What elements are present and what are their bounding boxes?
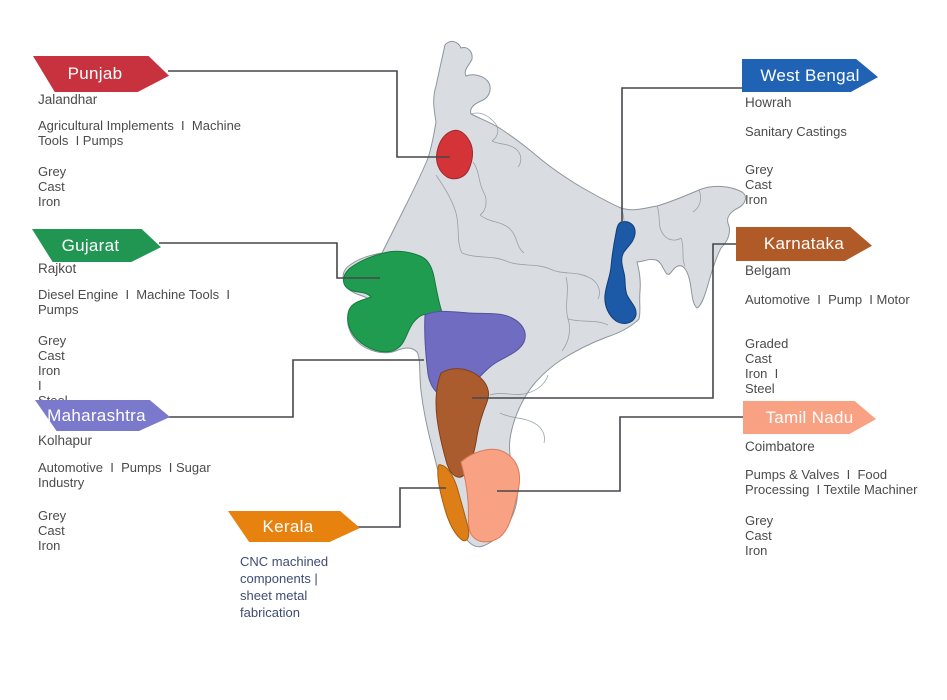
- karnataka-city: Belgam: [745, 263, 791, 278]
- west-bengal-banner: West Bengal: [742, 59, 878, 92]
- karnataka-banner: Karnataka: [736, 227, 872, 261]
- kerala-description: CNC machined components | sheet metal fa…: [240, 554, 332, 620]
- state-tamil-nadu: [460, 448, 520, 543]
- maharashtra-materials: Grey Cast Iron: [38, 508, 70, 553]
- tamil-nadu-banner: Tamil Nadu: [743, 401, 876, 434]
- west-bengal-city: Howrah: [745, 95, 792, 110]
- west-bengal-materials: Grey Cast Iron: [745, 162, 777, 207]
- maharashtra-city: Kolhapur: [38, 433, 93, 448]
- west-bengal-industries: Sanitary Castings: [745, 124, 847, 139]
- karnataka-industries: Automotive I Pump I Motor: [745, 292, 910, 307]
- maharashtra-banner: Maharashtra: [35, 400, 170, 431]
- punjab-city: Jalandhar: [38, 92, 98, 107]
- tamil-nadu-banner-label: Tamil Nadu: [765, 407, 854, 427]
- kerala-banner: Kerala: [228, 511, 360, 542]
- gujarat-materials: Grey Cast Iron I Steel: [38, 333, 68, 408]
- punjab-banner: Punjab: [33, 56, 169, 92]
- punjab-banner-label: Punjab: [67, 64, 123, 83]
- maharashtra-banner-label: Maharashtra: [47, 405, 146, 425]
- gujarat-industries: Diesel Engine I Machine Tools I Pumps: [38, 287, 234, 317]
- punjab-industries: Agricultural Implements I Machine Tools …: [38, 118, 245, 148]
- maharashtra-industries: Automotive I Pumps I Sugar Industry: [38, 460, 215, 490]
- karnataka-banner-label: Karnataka: [763, 234, 845, 253]
- punjab-materials: Grey Cast Iron: [38, 164, 70, 209]
- kerala-banner-label: Kerala: [262, 516, 314, 536]
- tamil-nadu-industries: Pumps & Valves I Food Processing I Texti…: [745, 467, 918, 497]
- state-kerala: [437, 464, 470, 542]
- gujarat-city: Rajkot: [38, 261, 77, 276]
- west-bengal-banner-label: West Bengal: [760, 65, 860, 85]
- gujarat-banner-label: Gujarat: [61, 235, 120, 255]
- india-map: [342, 40, 746, 548]
- tamil-nadu-materials: Grey Cast Iron: [745, 513, 777, 558]
- tamil-nadu-city: Coimbatore: [745, 439, 815, 454]
- gujarat-banner: Gujarat: [32, 229, 161, 262]
- karnataka-materials: Graded Cast Iron I Steel: [745, 336, 792, 396]
